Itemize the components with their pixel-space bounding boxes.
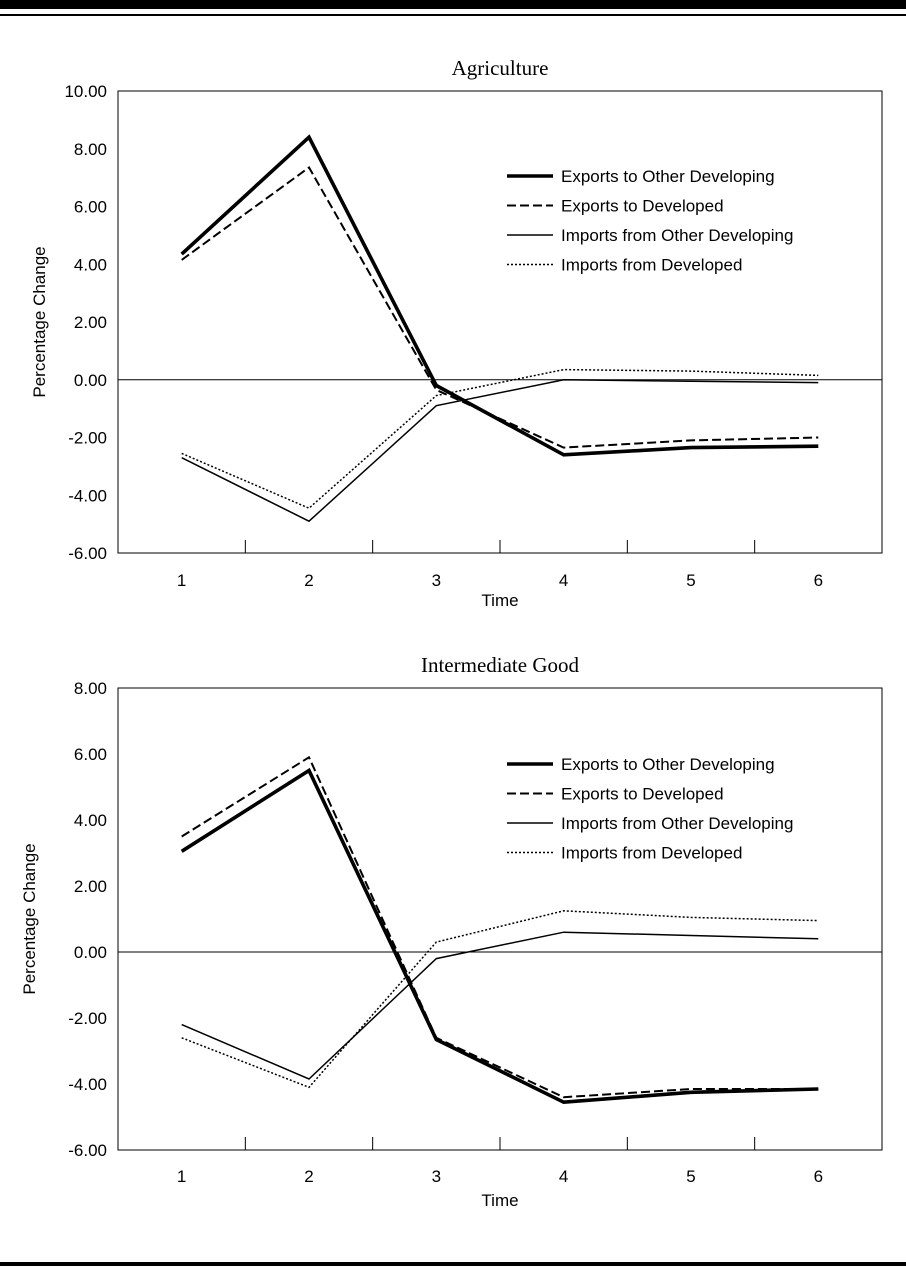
y-tick-label: 0.00 <box>74 943 107 962</box>
series-line-1 <box>181 166 819 449</box>
x-tick-label: 3 <box>432 1167 441 1186</box>
y-axis-label: Percentage Change <box>20 843 39 994</box>
y-tick-label: -2.00 <box>68 429 107 448</box>
y-tick-label: -4.00 <box>68 1075 107 1094</box>
x-tick-label: 3 <box>432 571 441 590</box>
legend-label: Imports from Other Developing <box>561 814 793 833</box>
y-tick-label: 8.00 <box>74 140 107 159</box>
y-tick-label: 2.00 <box>74 313 107 332</box>
x-tick-label: 1 <box>177 1167 186 1186</box>
y-tick-label: 2.00 <box>74 877 107 896</box>
legend: Exports to Other Developing Exports to De… <box>507 755 793 863</box>
legend-label: Imports from Other Developing <box>561 226 793 245</box>
legend-label: Imports from Developed <box>561 844 742 863</box>
chart-1: Intermediate Good 8.00 6.00 4.00 2.00 0.00 -2.… <box>20 653 883 1210</box>
series-line-3 <box>181 368 819 510</box>
x-tick-label: 5 <box>686 1167 695 1186</box>
x-tick-label: 5 <box>686 571 695 590</box>
y-tick-label: -4.00 <box>68 486 107 505</box>
y-tick-label: 6.00 <box>74 745 107 764</box>
legend-label: Exports to Other Developing <box>561 755 775 774</box>
x-tick-label: 4 <box>559 1167 568 1186</box>
legend-label: Imports from Developed <box>561 256 742 275</box>
x-tick-label: 6 <box>814 1167 823 1186</box>
legend-label: Exports to Developed <box>561 785 724 804</box>
y-tick-label: -6.00 <box>68 1141 107 1160</box>
x-tick-label: 2 <box>304 1167 313 1186</box>
x-tick-label: 2 <box>304 571 313 590</box>
x-tick-label: 6 <box>814 571 823 590</box>
y-tick-label: 0.00 <box>74 371 107 390</box>
y-tick-label: 6.00 <box>74 198 107 217</box>
x-tick-label: 1 <box>177 571 186 590</box>
series-line-0 <box>180 134 819 457</box>
x-tick-label: 4 <box>559 571 568 590</box>
chart-title: Intermediate Good <box>421 653 580 677</box>
y-axis-label: Percentage Change <box>30 246 49 397</box>
chart-title: Agriculture <box>452 56 549 80</box>
legend-label: Exports to Developed <box>561 197 724 216</box>
series-line-2 <box>181 931 819 1080</box>
y-tick-label: 10.00 <box>64 82 107 101</box>
series-line-0 <box>180 767 819 1105</box>
legend-label: Exports to Other Developing <box>561 167 775 186</box>
series-line-2 <box>181 379 819 523</box>
y-tick-label: 4.00 <box>74 255 107 274</box>
top-rule <box>0 0 906 9</box>
x-axis-label: Time <box>481 1191 518 1210</box>
y-tick-label: -2.00 <box>68 1009 107 1028</box>
bottom-rule <box>0 1262 906 1266</box>
y-tick-label: -6.00 <box>68 544 107 563</box>
legend: Exports to Other Developing Exports to De… <box>507 167 793 275</box>
chart-0: Agriculture 10.00 8.00 6.00 4.00 2.00 0.00 -2.0… <box>30 56 883 610</box>
top-rule-thin <box>0 14 906 16</box>
series-line-1 <box>181 755 819 1099</box>
series-line-3 <box>181 910 819 1089</box>
y-tick-label: 8.00 <box>74 679 107 698</box>
x-axis-label: Time <box>481 591 518 610</box>
y-tick-label: 4.00 <box>74 811 107 830</box>
